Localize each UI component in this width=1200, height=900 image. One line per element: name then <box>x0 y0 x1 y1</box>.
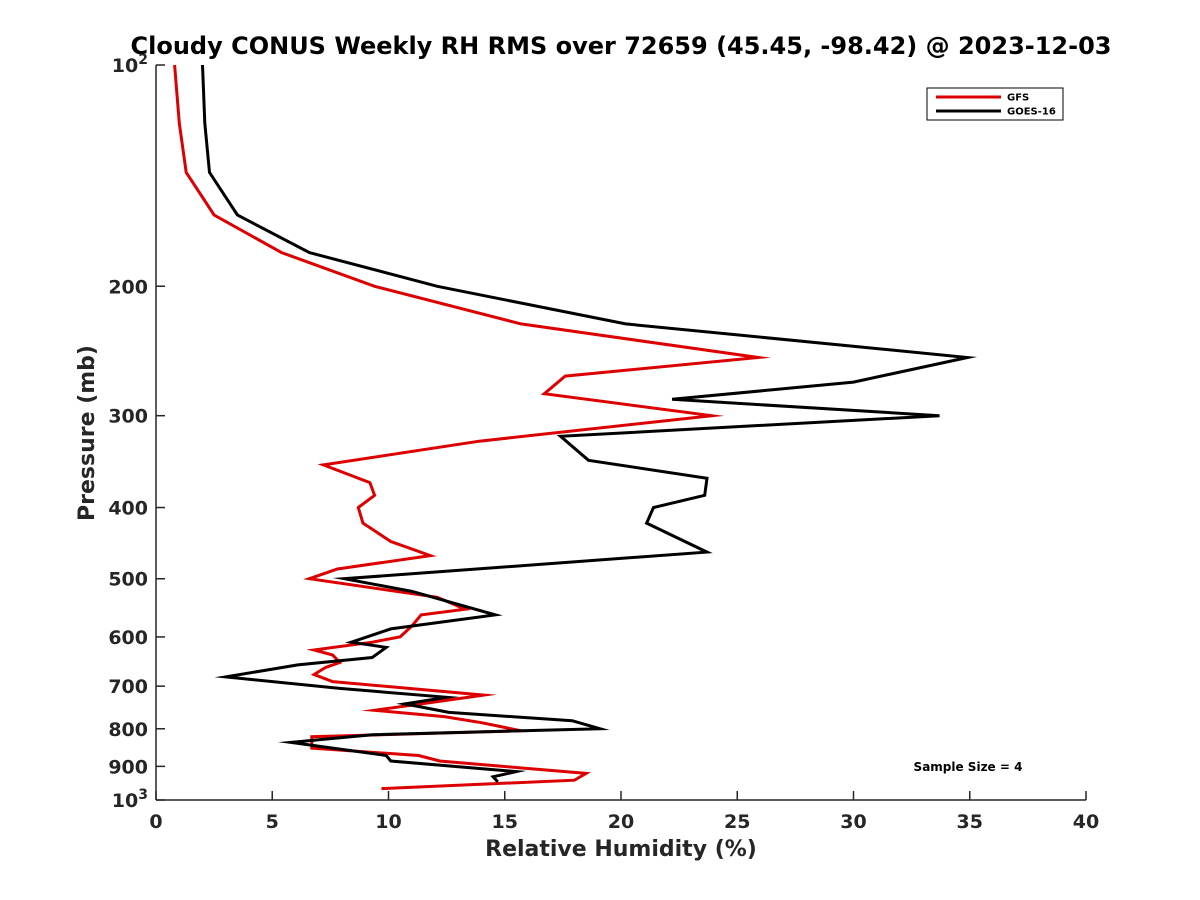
y-tick-label: 700 <box>108 676 148 698</box>
y-tick-label-exponent: 3 <box>138 787 148 803</box>
series-line-goes-16 <box>201 64 978 783</box>
y-tick-label: 600 <box>108 627 148 649</box>
y-tick-label: 400 <box>108 498 148 520</box>
y-tick-label: 500 <box>108 569 148 591</box>
y-axis-label: Pressure (mb) <box>75 345 100 521</box>
y-tick-label: 200 <box>108 276 148 298</box>
x-axis: 0 5 10 15 20 25 30 35 40 <box>149 791 1099 833</box>
y-tick-label-base: 800 <box>108 719 148 741</box>
y-tick-label-base: 400 <box>108 498 148 520</box>
y-tick-label-base: 200 <box>108 276 148 298</box>
plot-lines <box>173 64 978 791</box>
y-tick-label: 300 <box>108 406 148 428</box>
x-tick-label: 30 <box>840 811 866 833</box>
y-tick-label: 103 <box>112 787 148 812</box>
y-tick-label-exponent: 2 <box>138 52 148 68</box>
x-axis-label: Relative Humidity (%) <box>485 837 757 862</box>
x-tick-label: 35 <box>957 811 983 833</box>
x-tick-label: 0 <box>149 811 162 833</box>
legend-label: GFS <box>1007 93 1029 104</box>
x-tick-label: 25 <box>724 811 750 833</box>
y-tick-label-base: 500 <box>108 569 148 591</box>
x-tick-label: 15 <box>492 811 518 833</box>
x-tick-label: 10 <box>375 811 401 833</box>
y-tick-label-base: 10 <box>112 790 138 812</box>
legend: GFS GOES-16 <box>926 87 1064 121</box>
y-tick-label: 900 <box>108 756 148 778</box>
y-tick-label: 102 <box>112 52 148 77</box>
chart-title: Cloudy CONUS Weekly RH RMS over 72659 (4… <box>131 32 1112 60</box>
legend-label: GOES-16 <box>1007 107 1056 118</box>
y-tick-label-base: 600 <box>108 627 148 649</box>
y-tick-label-base: 10 <box>112 55 138 77</box>
y-tick-label-base: 700 <box>108 676 148 698</box>
x-tick-label: 5 <box>266 811 279 833</box>
x-tick-label: 40 <box>1073 811 1099 833</box>
y-tick-label-base: 300 <box>108 406 148 428</box>
y-tick-label-base: 900 <box>108 756 148 778</box>
sample-size-annotation: Sample Size = 4 <box>914 760 1023 774</box>
legend-box <box>926 87 1064 121</box>
x-tick-label: 20 <box>608 811 634 833</box>
y-tick-label: 800 <box>108 719 148 741</box>
